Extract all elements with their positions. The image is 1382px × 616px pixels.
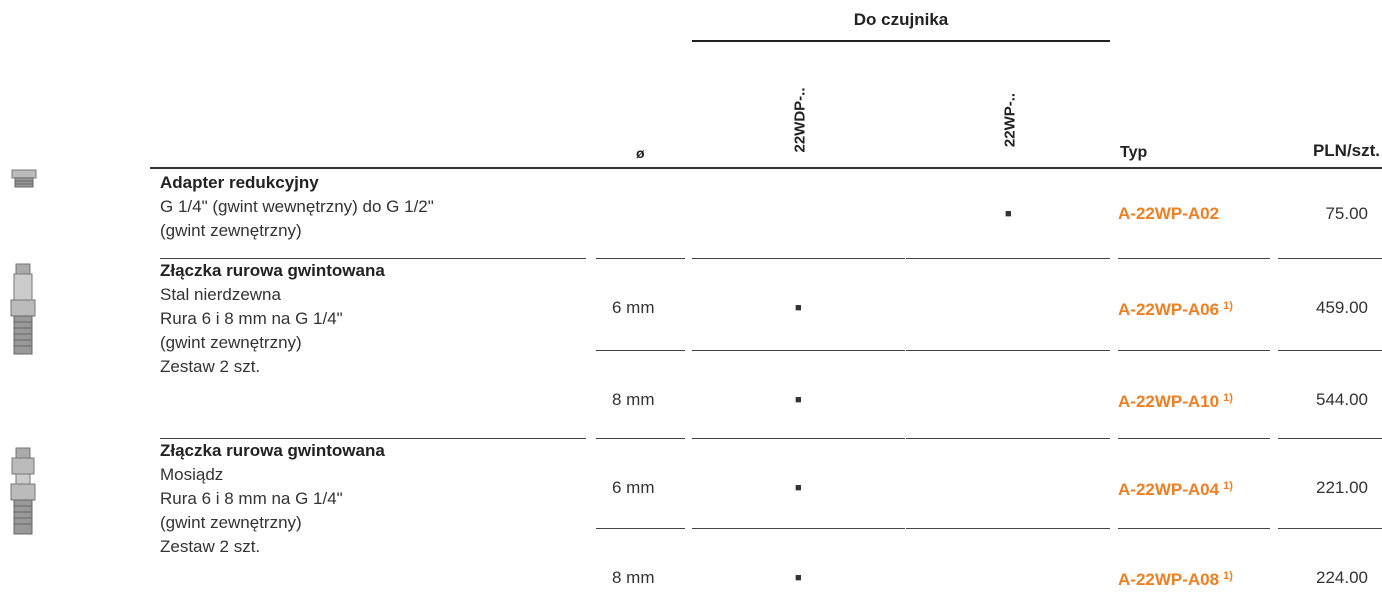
product-description: Zestaw 2 szt. (160, 357, 261, 376)
row-rule (692, 438, 905, 439)
diameter: 6 mm (612, 298, 655, 317)
sensor-a-mark: ■ (795, 394, 802, 406)
row-rule (1278, 350, 1382, 351)
footnote: 1) (1223, 392, 1233, 404)
type-code[interactable]: A-22WP-A04 1) (1118, 474, 1233, 502)
type-code[interactable]: A-22WP-A08 1) (1118, 564, 1233, 592)
sensor-b-mark: ■ (1005, 208, 1012, 220)
product-image (10, 263, 36, 355)
sensor-a-mark: ■ (795, 572, 802, 584)
type-code-text[interactable]: A-22WP-A10 (1118, 392, 1220, 411)
product-description: Zestaw 2 szt. (160, 537, 261, 556)
row-rule (906, 438, 1110, 439)
row-rule (160, 258, 586, 259)
product-description: G 1/4" (gwint wewnętrzny) do G 1/2" (160, 197, 434, 216)
row-rule (1278, 528, 1382, 529)
row-rule (596, 258, 685, 259)
product-title: Złączka rurowa gwintowana (160, 441, 385, 460)
footnote: 1) (1223, 480, 1233, 492)
product-description: Mosiądz (160, 465, 224, 484)
row-rule (1118, 528, 1270, 529)
price: 224.00 (1316, 568, 1368, 587)
row-rule (692, 258, 905, 259)
group-header: Do czujnika (853, 10, 949, 29)
product-title: Złączka rurowa gwintowana (160, 261, 385, 280)
diameter: 8 mm (612, 568, 655, 587)
diameter: 6 mm (612, 478, 655, 497)
product-title: Adapter redukcyjny (160, 173, 319, 192)
type-code-text[interactable]: A-22WP-A02 (1118, 204, 1220, 223)
row-rule (692, 528, 905, 529)
price-header: PLN/szt. (1312, 141, 1380, 160)
product-description: Stal nierdzewna (160, 285, 281, 304)
type-code[interactable]: A-22WP-A10 1) (1118, 386, 1233, 414)
diameter: 8 mm (612, 390, 655, 409)
footnote: 1) (1223, 300, 1233, 312)
row-rule (1278, 438, 1382, 439)
product-description: (gwint zewnętrzny) (160, 333, 302, 352)
type-header: Typ (1120, 144, 1148, 161)
row-rule (596, 438, 685, 439)
footnote: 1) (1223, 570, 1233, 582)
row-rule (1278, 258, 1382, 259)
product-image (11, 169, 37, 188)
row-rule (906, 350, 1110, 351)
sensor-a-mark: ■ (795, 482, 802, 494)
product-description: Rura 6 i 8 mm na G 1/4" (160, 309, 343, 328)
row-rule (692, 350, 905, 351)
product-image (10, 447, 36, 535)
row-rule (596, 528, 685, 529)
type-code-text[interactable]: A-22WP-A08 (1118, 570, 1220, 589)
sensor-a-header: 22WDP-.. (791, 87, 809, 153)
price: 221.00 (1316, 478, 1368, 497)
price: 75.00 (1325, 204, 1368, 223)
group-rule (692, 40, 1110, 42)
sensor-b-header: 22WP-.. (1001, 92, 1019, 148)
header-rule (150, 167, 1382, 169)
type-code-text[interactable]: A-22WP-A06 (1118, 300, 1220, 319)
row-rule (906, 528, 1110, 529)
product-description: (gwint zewnętrzny) (160, 513, 302, 532)
diameter-header: ø (636, 145, 645, 161)
type-code[interactable]: A-22WP-A06 1) (1118, 294, 1233, 322)
type-code[interactable]: A-22WP-A02 (1118, 202, 1219, 226)
row-rule (1118, 258, 1270, 259)
type-code-text[interactable]: A-22WP-A04 (1118, 480, 1220, 499)
price: 544.00 (1316, 390, 1368, 409)
sensor-a-mark: ■ (795, 302, 802, 314)
price: 459.00 (1316, 298, 1368, 317)
row-rule (160, 438, 586, 439)
product-description: (gwint zewnętrzny) (160, 221, 302, 240)
row-rule (906, 258, 1110, 259)
product-description: Rura 6 i 8 mm na G 1/4" (160, 489, 343, 508)
row-rule (1118, 350, 1270, 351)
row-rule (596, 350, 685, 351)
row-rule (1118, 438, 1270, 439)
